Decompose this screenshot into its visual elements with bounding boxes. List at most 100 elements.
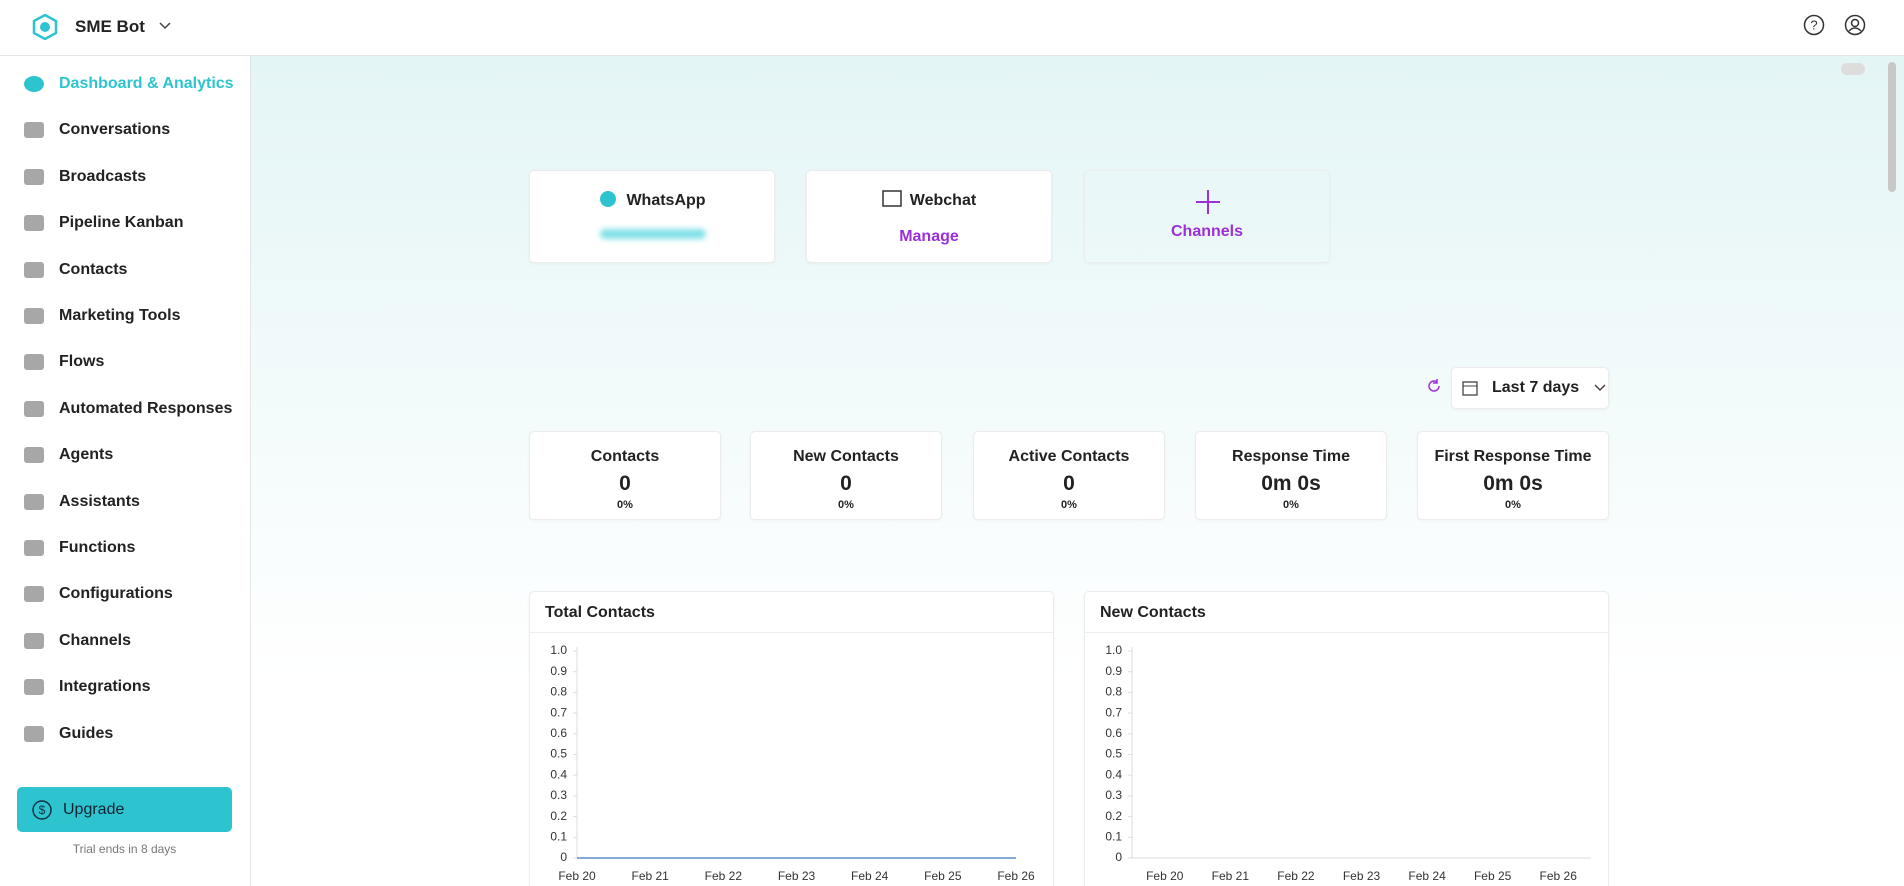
y-tick-label: 0.5 [550,747,567,761]
metric-label: Contacts [590,448,660,465]
nav-icon [24,540,44,556]
chart: 0 0.1 0.2 0.3 0.4 0.5 0.6 0.7 0.8 0.9 1.0 Feb 20 Feb… [1105,643,1591,883]
y-tick-label: 0 [560,850,567,864]
x-tick-label: Feb 25 [924,869,962,883]
metric-value: 0 [1063,472,1075,495]
y-tick-label: 0.6 [1105,726,1122,740]
y-tick-label: 0.5 [1105,747,1122,761]
nav-icon [24,400,44,417]
date-range-select[interactable]: Last 7 days [1451,367,1609,409]
nav-label: Broadcasts [59,167,147,185]
metric-card: Contacts 0 0% [529,431,721,520]
x-tick-label: Feb 22 [1277,869,1315,883]
metric-card: Response Time 0m 0s 0% [1195,431,1387,520]
refresh-icon[interactable] [1425,377,1443,395]
nav-icon [24,447,44,464]
x-tick-label: Feb 21 [631,869,669,883]
profile-icon[interactable] [1844,14,1866,36]
metric-label: New Contacts [793,448,899,465]
nav-item[interactable]: Contacts [24,255,127,285]
y-tick-label: 0.3 [550,788,567,802]
nav-item[interactable]: Assistants [24,487,140,517]
chart-card: New Contacts 0 0.1 0.2 0.3 0.4 0.5 0.6 0.7 0.8 0.9… [1084,591,1609,886]
upgrade-icon: $ [32,799,52,820]
nav-item[interactable]: Dashboard & Analytics [24,69,234,99]
nav-item[interactable]: Automated Responses [24,394,232,424]
nav-label: Agents [59,446,114,464]
channel-icon [600,191,617,207]
nav-item[interactable]: Flows [24,347,104,377]
channel-title: Webchat [807,190,1051,210]
x-tick-label: Feb 23 [778,869,816,883]
metric-label: First Response Time [1434,448,1592,465]
dropdown-icon [1594,384,1606,392]
x-tick-label: Feb 25 [1474,869,1512,883]
nav-icon [24,122,44,139]
metric-card: First Response Time 0m 0s 0% [1417,431,1609,520]
nav-item[interactable]: Guides [24,719,113,749]
upgrade-button[interactable]: $ Upgrade [17,787,232,832]
nav-item[interactable]: Broadcasts [24,162,146,192]
channel-card[interactable]: Channels [1084,170,1330,263]
theme-toggle[interactable] [1841,63,1865,75]
x-tick-label: Feb 22 [705,869,743,883]
chart-card: Total Contacts 0 0.1 0.2 0.3 0.4 0.5 0.6 0.7 0.8 0… [529,591,1054,886]
nav-label: Automated Responses [59,399,233,417]
channel-card[interactable]: WhatsApp [529,170,775,263]
y-tick-label: 0.2 [550,809,567,823]
top-bar: SME Bot ? [0,0,1904,56]
svg-text:?: ? [1810,17,1817,32]
trial-note: Trial ends in 8 days [72,842,177,856]
channel-card[interactable]: Webchat Manage [806,170,1052,263]
y-tick-label: 0 [1115,850,1122,864]
nav-icon [24,168,44,185]
channel-name: Webchat [909,192,977,209]
metric-change: 0% [1061,499,1077,511]
y-tick-label: 1.0 [550,643,567,657]
y-tick-label: 0.9 [1105,664,1122,678]
nav-label: Guides [59,724,114,742]
scrollbar[interactable] [1888,62,1896,192]
channel-name: WhatsApp [626,192,706,209]
y-tick-label: 0.4 [550,767,567,781]
y-tick-label: 0.9 [550,664,567,678]
chart-title: Total Contacts [545,604,655,621]
nav-label: Assistants [59,492,140,510]
nav-item[interactable]: Channels [24,626,131,656]
nav-item[interactable]: Marketing Tools [24,301,181,331]
y-tick-label: 0.8 [550,685,567,699]
nav-item[interactable]: Conversations [24,115,170,145]
nav-icon [24,493,44,510]
nav-icon [24,76,44,92]
workspace-name[interactable]: SME Bot [75,17,145,36]
nav-item[interactable]: Pipeline Kanban [24,208,183,238]
x-tick-label: Feb 26 [997,869,1035,883]
nav-item[interactable]: Agents [24,440,113,470]
date-range-label: Last 7 days [1492,379,1580,396]
metric-value: 0 [840,472,852,495]
nav-label: Configurations [59,585,173,603]
metric-label: Active Contacts [1008,448,1130,465]
metric-change: 0% [1283,499,1299,511]
channel-action[interactable]: Manage [899,228,959,245]
nav-item[interactable]: Integrations [24,672,151,702]
y-tick-label: 0.4 [1105,767,1122,781]
x-tick-label: Feb 21 [1212,869,1250,883]
y-tick-label: 1.0 [1105,643,1122,657]
nav-icon [24,632,44,649]
chart-title: New Contacts [1100,604,1206,621]
calendar-icon [1462,381,1478,396]
metric-value: 0m 0s [1261,472,1321,495]
whatsapp-icon [600,191,617,207]
nav-label: Integrations [59,678,151,696]
help-icon[interactable]: ? [1803,14,1825,36]
metric-change: 0% [838,499,854,511]
metric-card: Active Contacts 0 0% [973,431,1165,520]
y-tick-label: 0.7 [550,705,567,719]
upgrade-label: Upgrade [63,800,125,818]
nav-item[interactable]: Functions [24,533,135,563]
nav-item[interactable]: Configurations [24,579,173,609]
dropdown-icon[interactable] [158,21,172,31]
metric-value: 0m 0s [1483,472,1543,495]
